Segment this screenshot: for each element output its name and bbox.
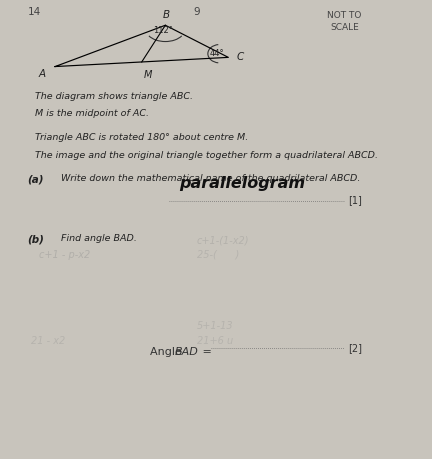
Text: (b): (b) <box>28 234 44 244</box>
Text: 5+1-13: 5+1-13 <box>197 321 233 331</box>
Text: BAD: BAD <box>175 347 199 357</box>
Text: c+1 - p-x2: c+1 - p-x2 <box>39 250 91 260</box>
Text: The image and the original triangle together form a quadrilateral ABCD.: The image and the original triangle toge… <box>35 151 378 160</box>
Text: Find angle BAD.: Find angle BAD. <box>61 234 137 243</box>
Text: 44°: 44° <box>209 49 224 58</box>
Text: Angle: Angle <box>149 347 185 357</box>
Text: B: B <box>162 10 170 20</box>
Text: 112°: 112° <box>153 26 173 35</box>
Text: [1]: [1] <box>348 196 362 206</box>
Text: (a): (a) <box>28 174 44 185</box>
Text: Write down the mathematical name of the quadrilateral ABCD.: Write down the mathematical name of the … <box>61 174 360 184</box>
Text: 21+6 u: 21+6 u <box>197 336 233 346</box>
Text: parallelogram: parallelogram <box>179 176 305 191</box>
Text: M: M <box>144 70 152 80</box>
Text: [2]: [2] <box>348 343 362 353</box>
Text: =: = <box>199 347 212 357</box>
Text: A: A <box>38 69 45 79</box>
Text: 21 - x2: 21 - x2 <box>32 336 66 346</box>
Text: c+1-(1-x2): c+1-(1-x2) <box>197 236 249 246</box>
Text: NOT TO
SCALE: NOT TO SCALE <box>327 11 362 32</box>
Text: 9: 9 <box>194 7 200 17</box>
Text: The diagram shows triangle ABC.: The diagram shows triangle ABC. <box>35 92 194 101</box>
Text: 25-(      ): 25-( ) <box>197 250 239 260</box>
Text: C: C <box>236 52 244 62</box>
Text: Triangle ABC is rotated 180° about centre M.: Triangle ABC is rotated 180° about centr… <box>35 133 249 142</box>
Text: 14: 14 <box>28 7 41 17</box>
Text: M is the midpoint of AC.: M is the midpoint of AC. <box>35 109 149 118</box>
